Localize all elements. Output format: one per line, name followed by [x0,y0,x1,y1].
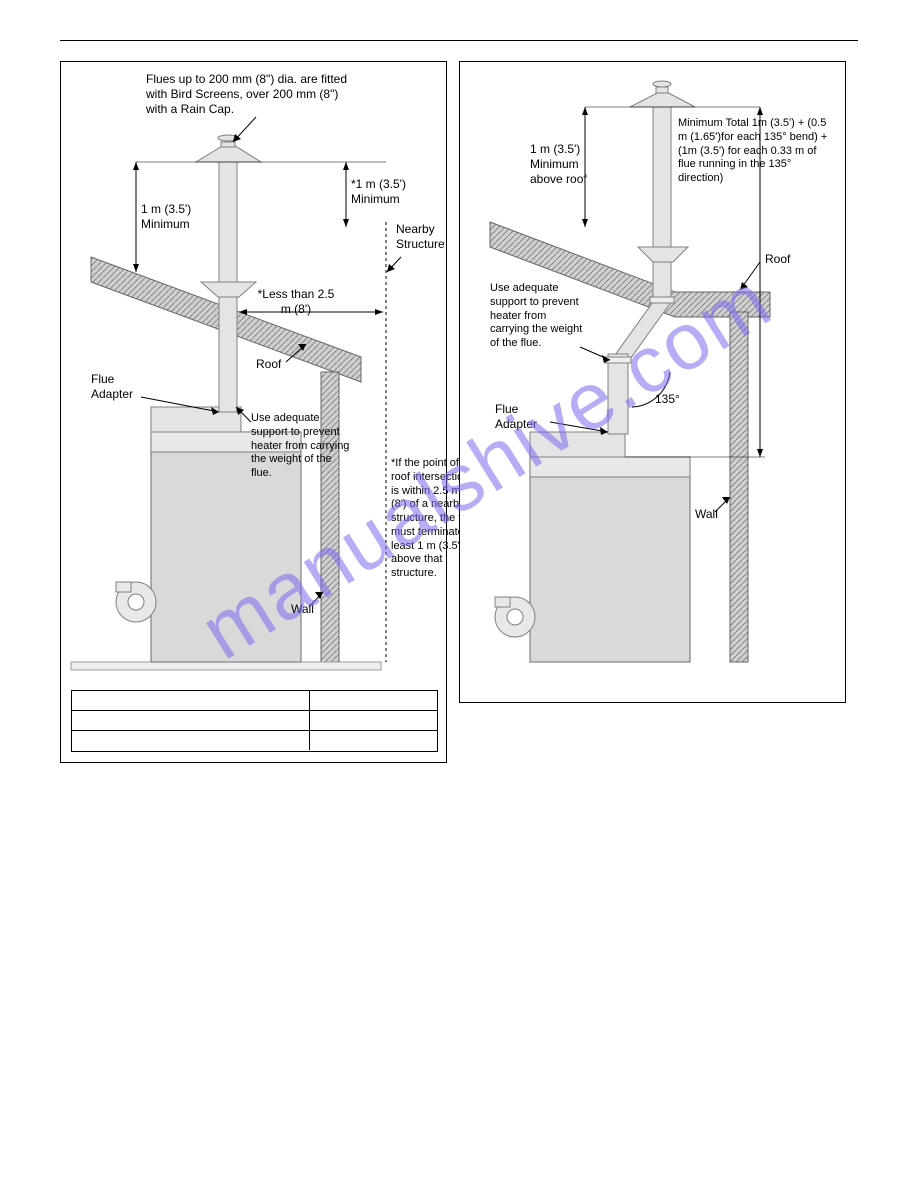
label-roof-r: Roof [765,252,790,267]
label-flue-adapter: Flue Adapter [91,372,151,402]
figure-right: 1 m (3.5') Minimum above roof Minimum To… [459,61,846,703]
figures-row: Flues up to 200 mm (8") dia. are fitted … [60,61,858,763]
label-1m-min: 1 m (3.5') Minimum [141,202,211,232]
label-flue-adapter-r: Flue Adapter [495,402,555,432]
label-nearby-structure: Nearby Structure [396,222,456,252]
label-wall: Wall [291,602,314,617]
label-support-note: Use adequate support to prevent heater f… [251,412,351,481]
label-angle: 135° [655,392,680,407]
label-support-r: Use adequate support to prevent heater f… [490,282,585,351]
label-star-1m-min: *1 m (3.5') Minimum [351,177,421,207]
label-min-above-roof: 1 m (3.5') Minimum above roof [530,142,605,187]
label-roof: Roof [256,357,281,372]
spec-table [71,690,438,752]
page-frame: Flues up to 200 mm (8") dia. are fitted … [60,40,858,763]
label-min-total: Minimum Total 1m (3.5') + (0.5 m (1.65')… [678,117,833,186]
label-less-than: *Less than 2.5 m (8') [251,287,341,317]
figure-left: Flues up to 200 mm (8") dia. are fitted … [60,61,447,763]
caption-bird-screens: Flues up to 200 mm (8") dia. are fitted … [146,72,356,117]
label-wall-r: Wall [695,507,718,522]
